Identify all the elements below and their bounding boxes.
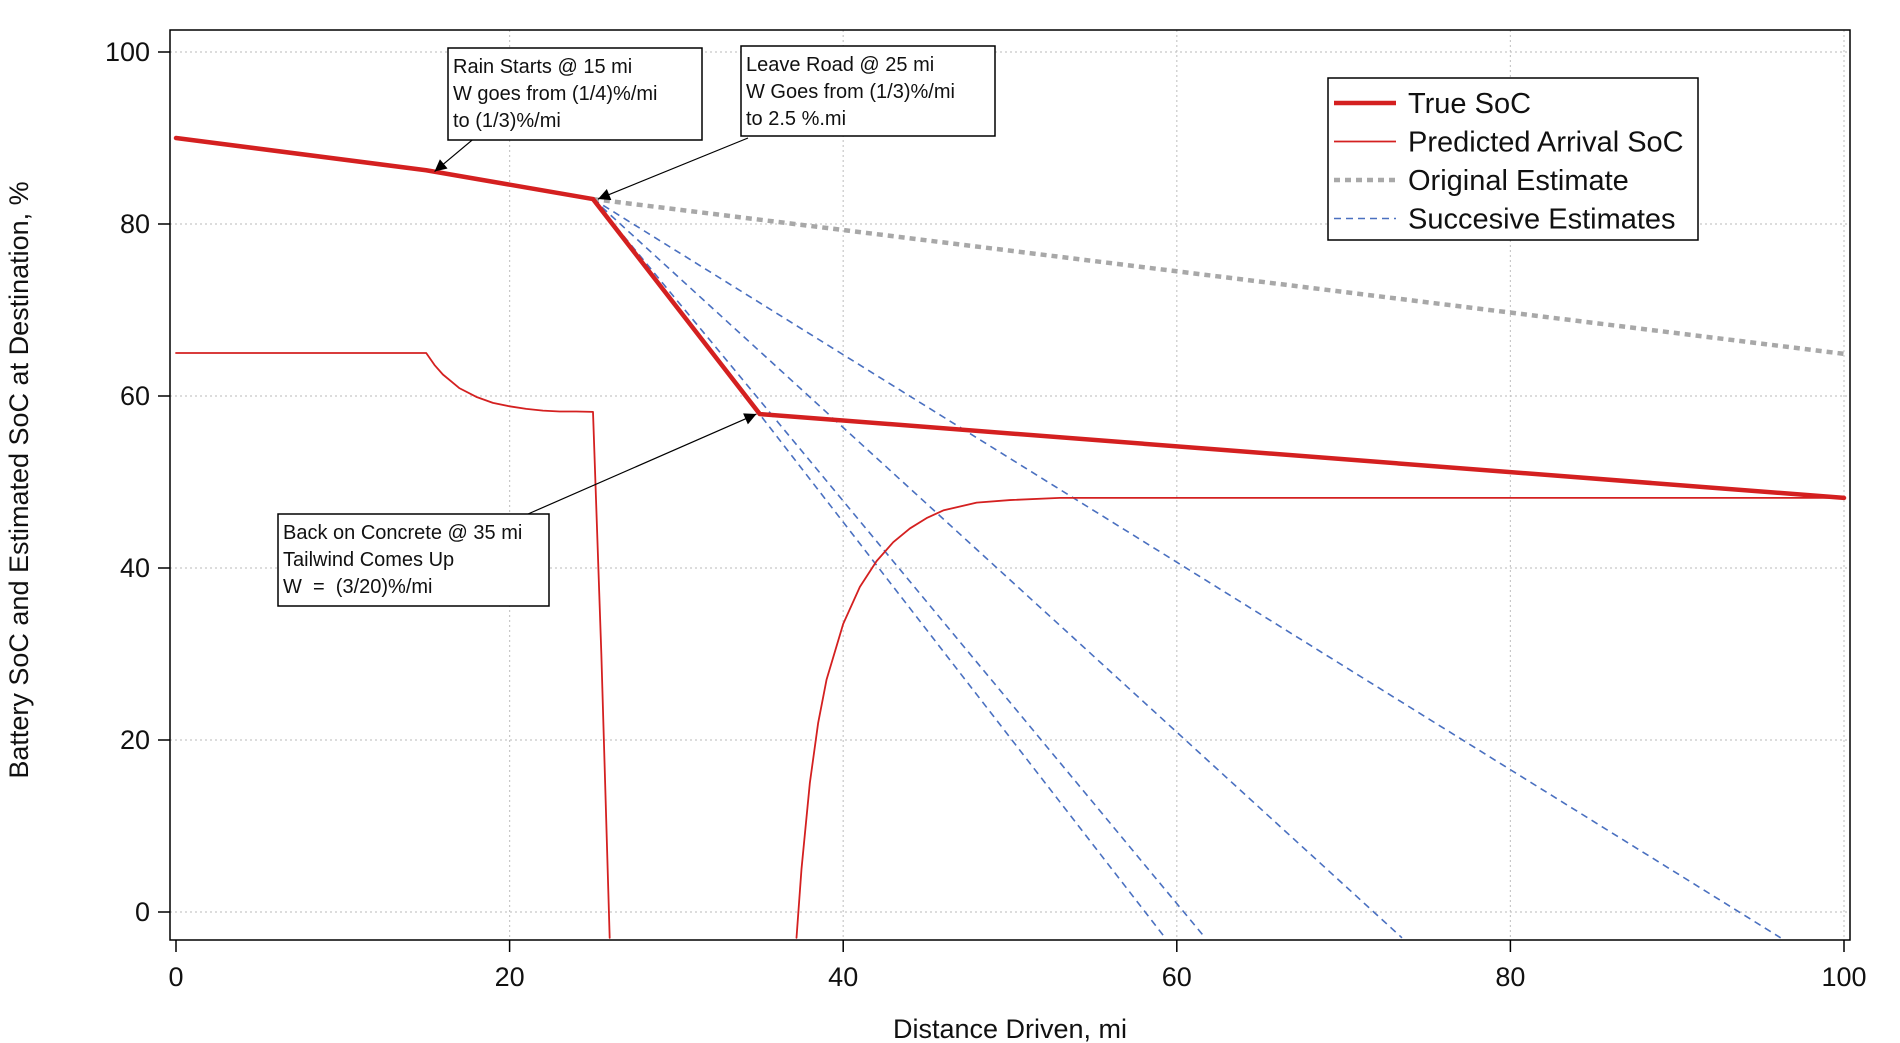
x-axis-title: Distance Driven, mi <box>893 1014 1127 1043</box>
annotation-text: Leave Road @ 25 mi <box>746 54 934 76</box>
annotation-text: to (1/3)%/mi <box>453 110 561 132</box>
x-tick-label: 60 <box>1162 962 1192 992</box>
annotation-concrete: Back on Concrete @ 35 mi Tailwind Comes U… <box>277 413 757 607</box>
original-estimate-line <box>592 196 1845 357</box>
annotation-box <box>740 45 996 137</box>
annotation-text: Tailwind Comes Up <box>283 549 454 571</box>
annotation-arrow <box>527 413 757 515</box>
x-tick-label: 100 <box>1821 962 1866 992</box>
succesive-estimates-line-4 <box>592 198 1782 939</box>
legend-label-succesive-estimates: Succesive Estimates <box>1408 204 1676 236</box>
annotation-layer: Rain Starts @ 15 mi W goes from (1/4)%/mi… <box>277 45 996 607</box>
y-tick-label: 40 <box>120 553 150 583</box>
x-tick-label: 0 <box>168 962 183 992</box>
annotation-leave-road: Leave Road @ 25 mi W Goes from (1/3)%/mi t… <box>597 45 996 201</box>
annotation-text: W goes from (1/4)%/mi <box>453 83 657 105</box>
y-tick-label: 80 <box>120 209 150 239</box>
annotation-box <box>277 513 550 607</box>
annotation-rain: Rain Starts @ 15 mi W goes from (1/4)%/mi… <box>434 47 703 173</box>
annotation-text: W = (3/20)%/mi <box>283 576 432 598</box>
x-tick-label: 20 <box>495 962 525 992</box>
annotation-text: Rain Starts @ 15 mi <box>453 56 632 78</box>
predicted-arrival-soc-line-segment-1 <box>175 352 611 939</box>
y-tick-label: 100 <box>105 37 150 67</box>
succesive-estimates-line-2 <box>592 198 1206 939</box>
legend-label-predicted-arrival-soc: Predicted Arrival SoC <box>1408 127 1684 159</box>
annotation-box <box>447 47 703 141</box>
legend-layer: True SoC Predicted Arrival SoC Original Es… <box>1327 77 1699 241</box>
y-tick-label: 60 <box>120 381 150 411</box>
y-tick-label: 20 <box>120 725 150 755</box>
y-tick-label: 0 <box>135 897 150 927</box>
true-soc-line <box>173 135 1847 501</box>
x-tick-label: 80 <box>1495 962 1525 992</box>
annotation-arrow <box>597 137 749 201</box>
x-tick-label: 40 <box>828 962 858 992</box>
axes-layer: 0 20 40 60 80 100 0 20 40 60 80 100 <box>105 29 1867 992</box>
legend-label-true-soc: True SoC <box>1408 88 1531 120</box>
y-axis-title: Battery SoC and Estimated SoC at Destina… <box>4 181 34 778</box>
legend-label-original-estimate: Original Estimate <box>1408 165 1629 197</box>
annotation-text: Back on Concrete @ 35 mi <box>283 522 522 544</box>
series-layer <box>173 135 1847 939</box>
annotation-text: W Goes from (1/3)%/mi <box>746 81 955 103</box>
predicted-arrival-soc-line-segment-2 <box>795 497 1845 939</box>
plot-frame <box>169 29 1851 941</box>
succesive-estimates-line-3 <box>592 198 1403 939</box>
annotation-text: to 2.5 %.mi <box>746 108 846 130</box>
